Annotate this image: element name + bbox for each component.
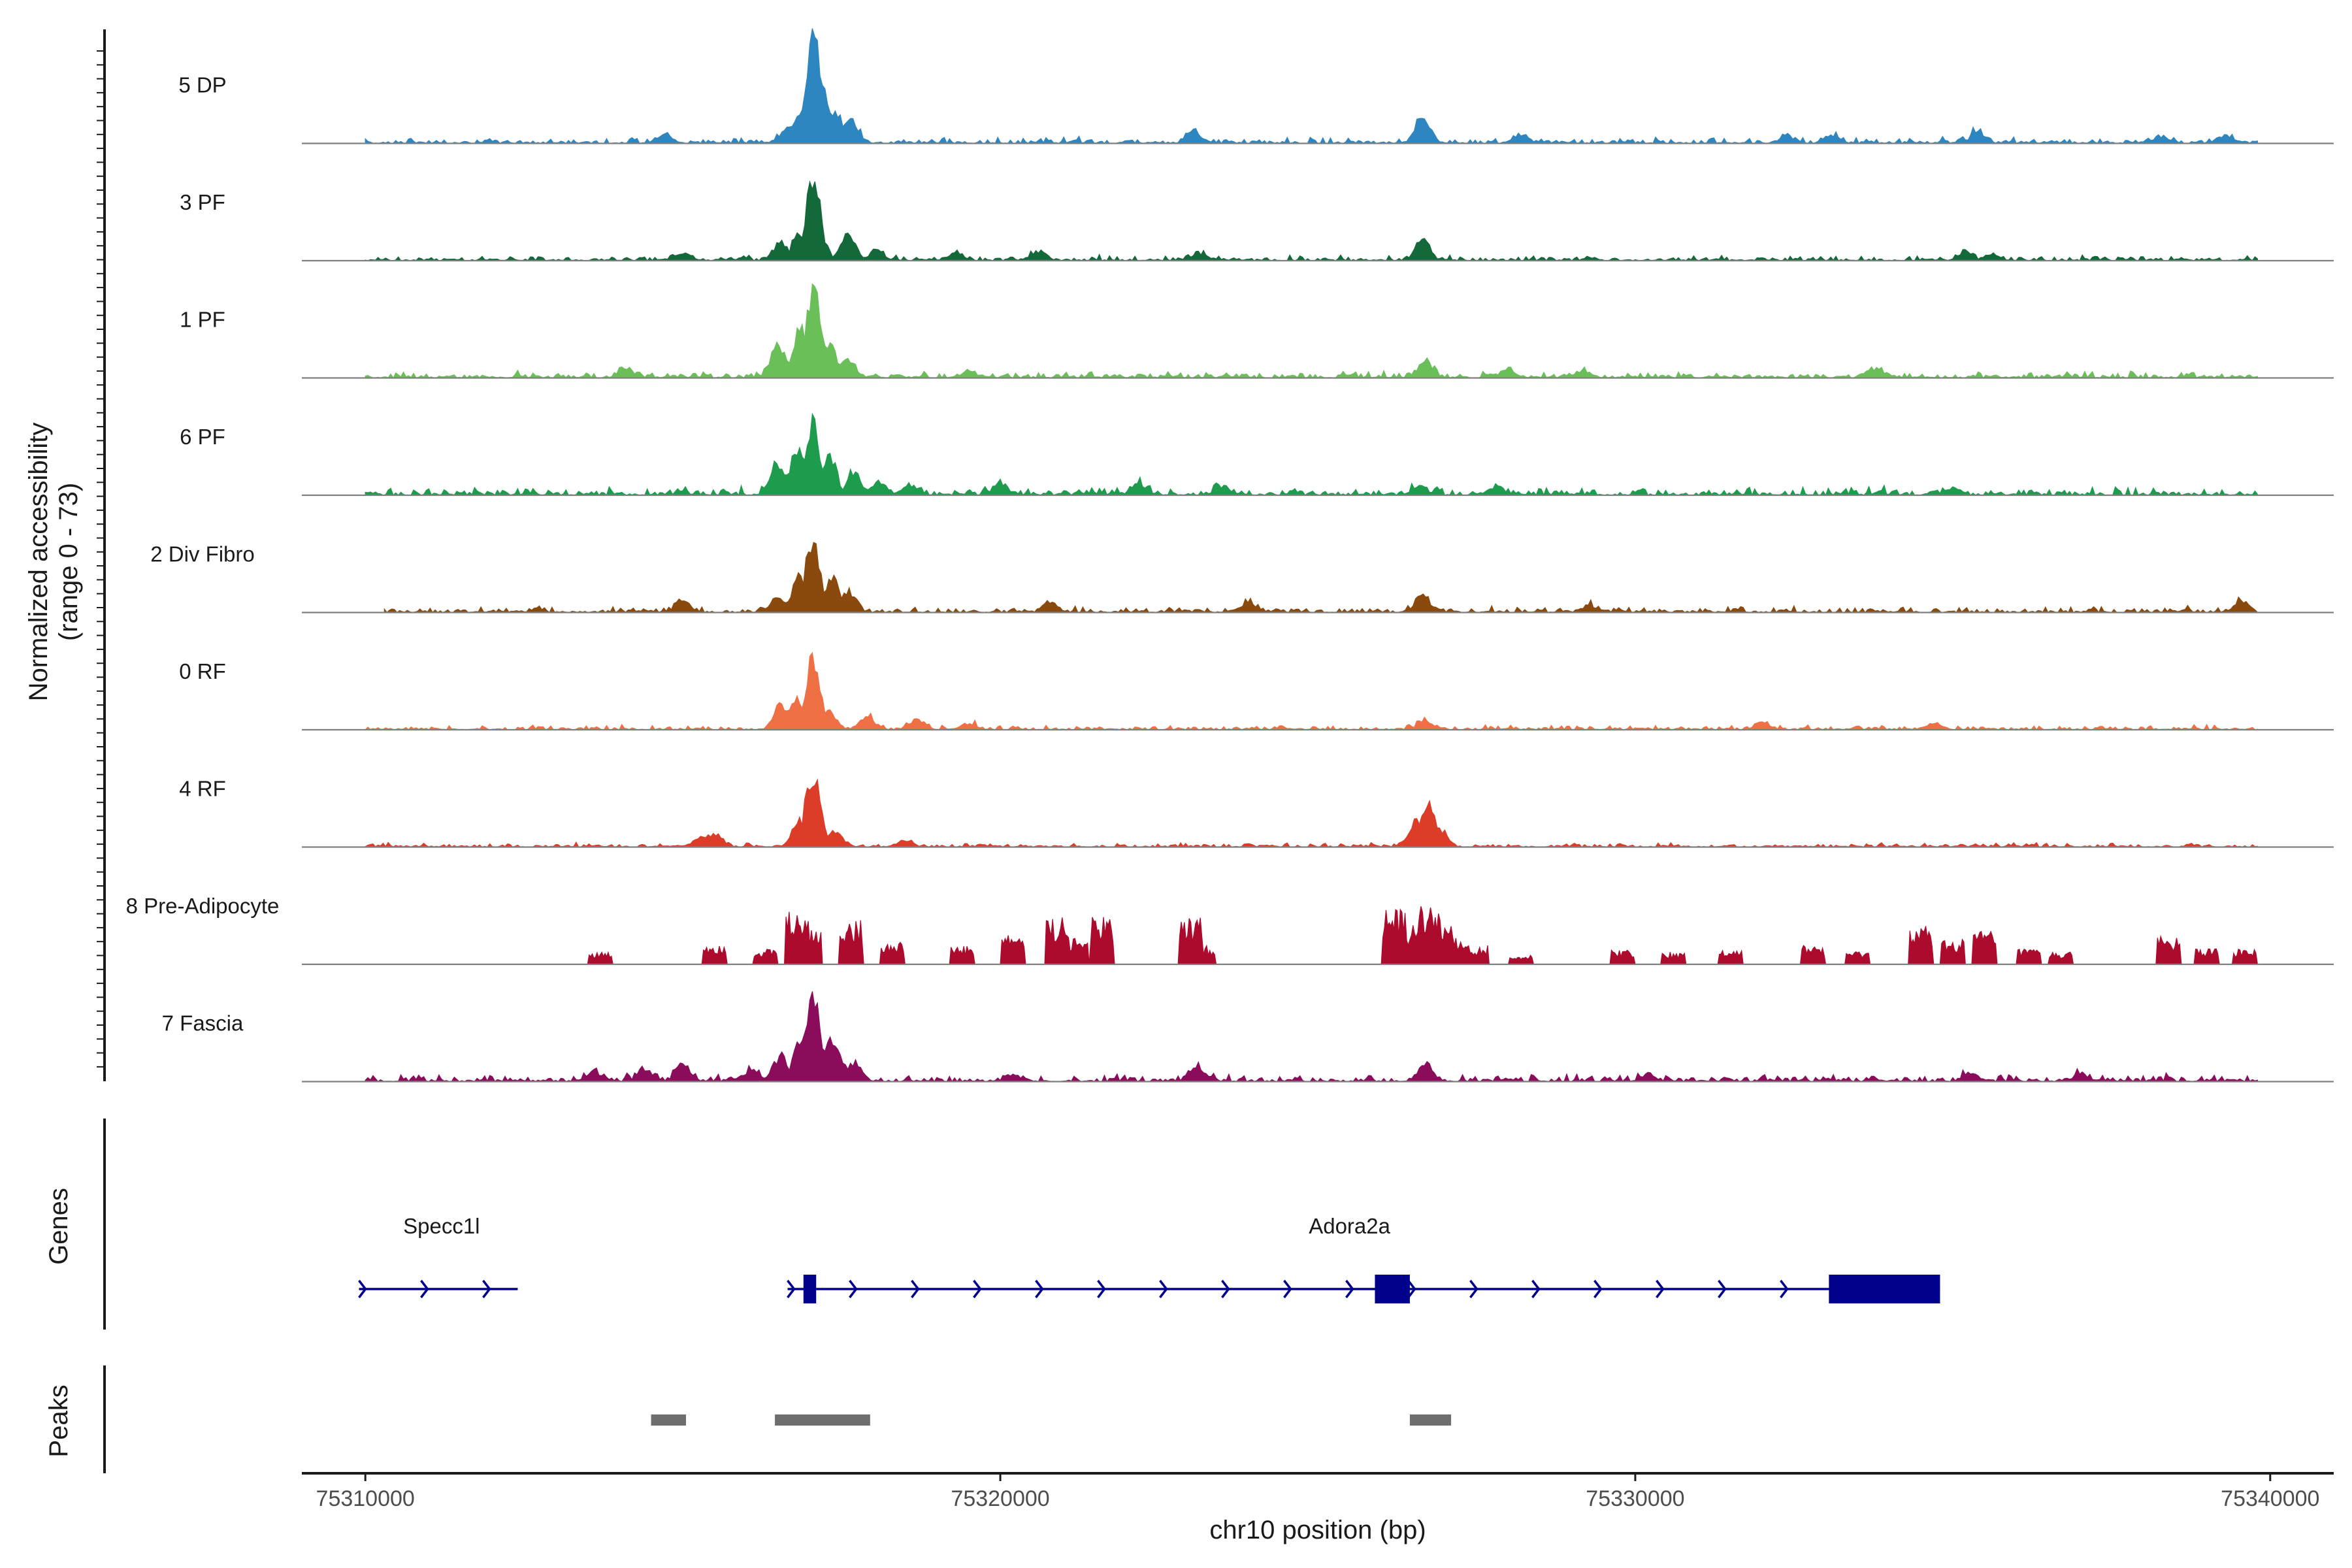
coverage-track-3 — [365, 412, 2258, 497]
exon-1-2 — [1829, 1275, 1940, 1303]
track-label-6: 4 RF — [179, 777, 226, 801]
strand-arrow — [1221, 1279, 1230, 1299]
coverage-track-4 — [384, 542, 2259, 613]
track-label-5: 0 RF — [179, 659, 226, 683]
peak-region-0 — [651, 1414, 686, 1426]
track-label-8: 7 Fascia — [162, 1011, 244, 1036]
track-label-3: 6 PF — [180, 425, 225, 449]
coverage-tracks: 5 DP 3 PF 1 PF 6 PF 2 Div Fibro 0 RF 4 RF 8 Pre… — [126, 28, 2334, 1083]
strand-arrow — [1097, 1279, 1106, 1299]
strand-arrow — [1345, 1279, 1354, 1299]
strand-arrow — [1593, 1279, 1603, 1299]
strand-arrow — [787, 1279, 796, 1299]
coverage-track-0 — [365, 28, 2258, 144]
strand-arrow — [911, 1279, 920, 1299]
strand-arrow — [1159, 1279, 1168, 1299]
track-label-1: 3 PF — [180, 190, 225, 214]
strand-arrow — [482, 1279, 491, 1299]
gene-label-0: Specc1l — [403, 1214, 480, 1238]
gene-track: Specc1l Adora2a — [103, 1119, 1940, 1330]
genes-axis-title: Genes — [44, 1188, 73, 1265]
exon-1-1 — [1375, 1275, 1410, 1303]
peaks-axis-title: Peaks — [44, 1384, 73, 1457]
x-tick-label-1: 75320000 — [951, 1486, 1049, 1511]
track-label-4: 2 Div Fibro — [150, 542, 255, 566]
coverage-axis-title-line1: Normalized accessibility — [24, 423, 53, 702]
coverage-track-1 — [365, 180, 2258, 261]
track-label-2: 1 PF — [180, 308, 225, 332]
peaks-track — [103, 1365, 1452, 1473]
coverage-track-2 — [365, 283, 2258, 379]
strand-arrow — [1283, 1279, 1292, 1299]
exon-1-0 — [803, 1275, 817, 1303]
x-tick-label-0: 75310000 — [316, 1486, 415, 1511]
strand-arrow — [973, 1279, 982, 1299]
strand-arrow — [358, 1279, 367, 1299]
strand-arrow — [1469, 1279, 1478, 1299]
strand-arrow — [1531, 1279, 1541, 1299]
strand-arrow — [1718, 1279, 1727, 1299]
strand-arrow — [1407, 1279, 1416, 1299]
x-tick-label-2: 75330000 — [1586, 1486, 1684, 1511]
coverage-track-5 — [365, 651, 2258, 730]
gene-label-1: Adora2a — [1309, 1214, 1390, 1238]
x-tick-label-3: 75340000 — [2221, 1486, 2319, 1511]
coverage-track-6 — [365, 778, 2258, 848]
coverage-axis — [97, 29, 106, 1081]
x-axis-title: chr10 position (bp) — [1209, 1516, 1426, 1544]
strand-arrow — [849, 1279, 858, 1299]
coverage-track-8 — [365, 991, 2258, 1083]
strand-arrow — [1656, 1279, 1665, 1299]
strand-arrow — [1780, 1279, 1789, 1299]
strand-arrow — [1035, 1279, 1044, 1299]
strand-arrow — [420, 1279, 429, 1299]
peak-region-2 — [1409, 1414, 1452, 1426]
coverage-track-7 — [365, 906, 2259, 965]
peak-region-1 — [775, 1414, 870, 1426]
track-label-0: 5 DP — [178, 73, 226, 97]
coverage-axis-title-line2: (range 0 - 73) — [54, 483, 83, 641]
x-axis: 75310000 75320000 75330000 75340000 — [302, 1472, 2334, 1511]
track-label-7: 8 Pre-Adipocyte — [126, 894, 280, 918]
